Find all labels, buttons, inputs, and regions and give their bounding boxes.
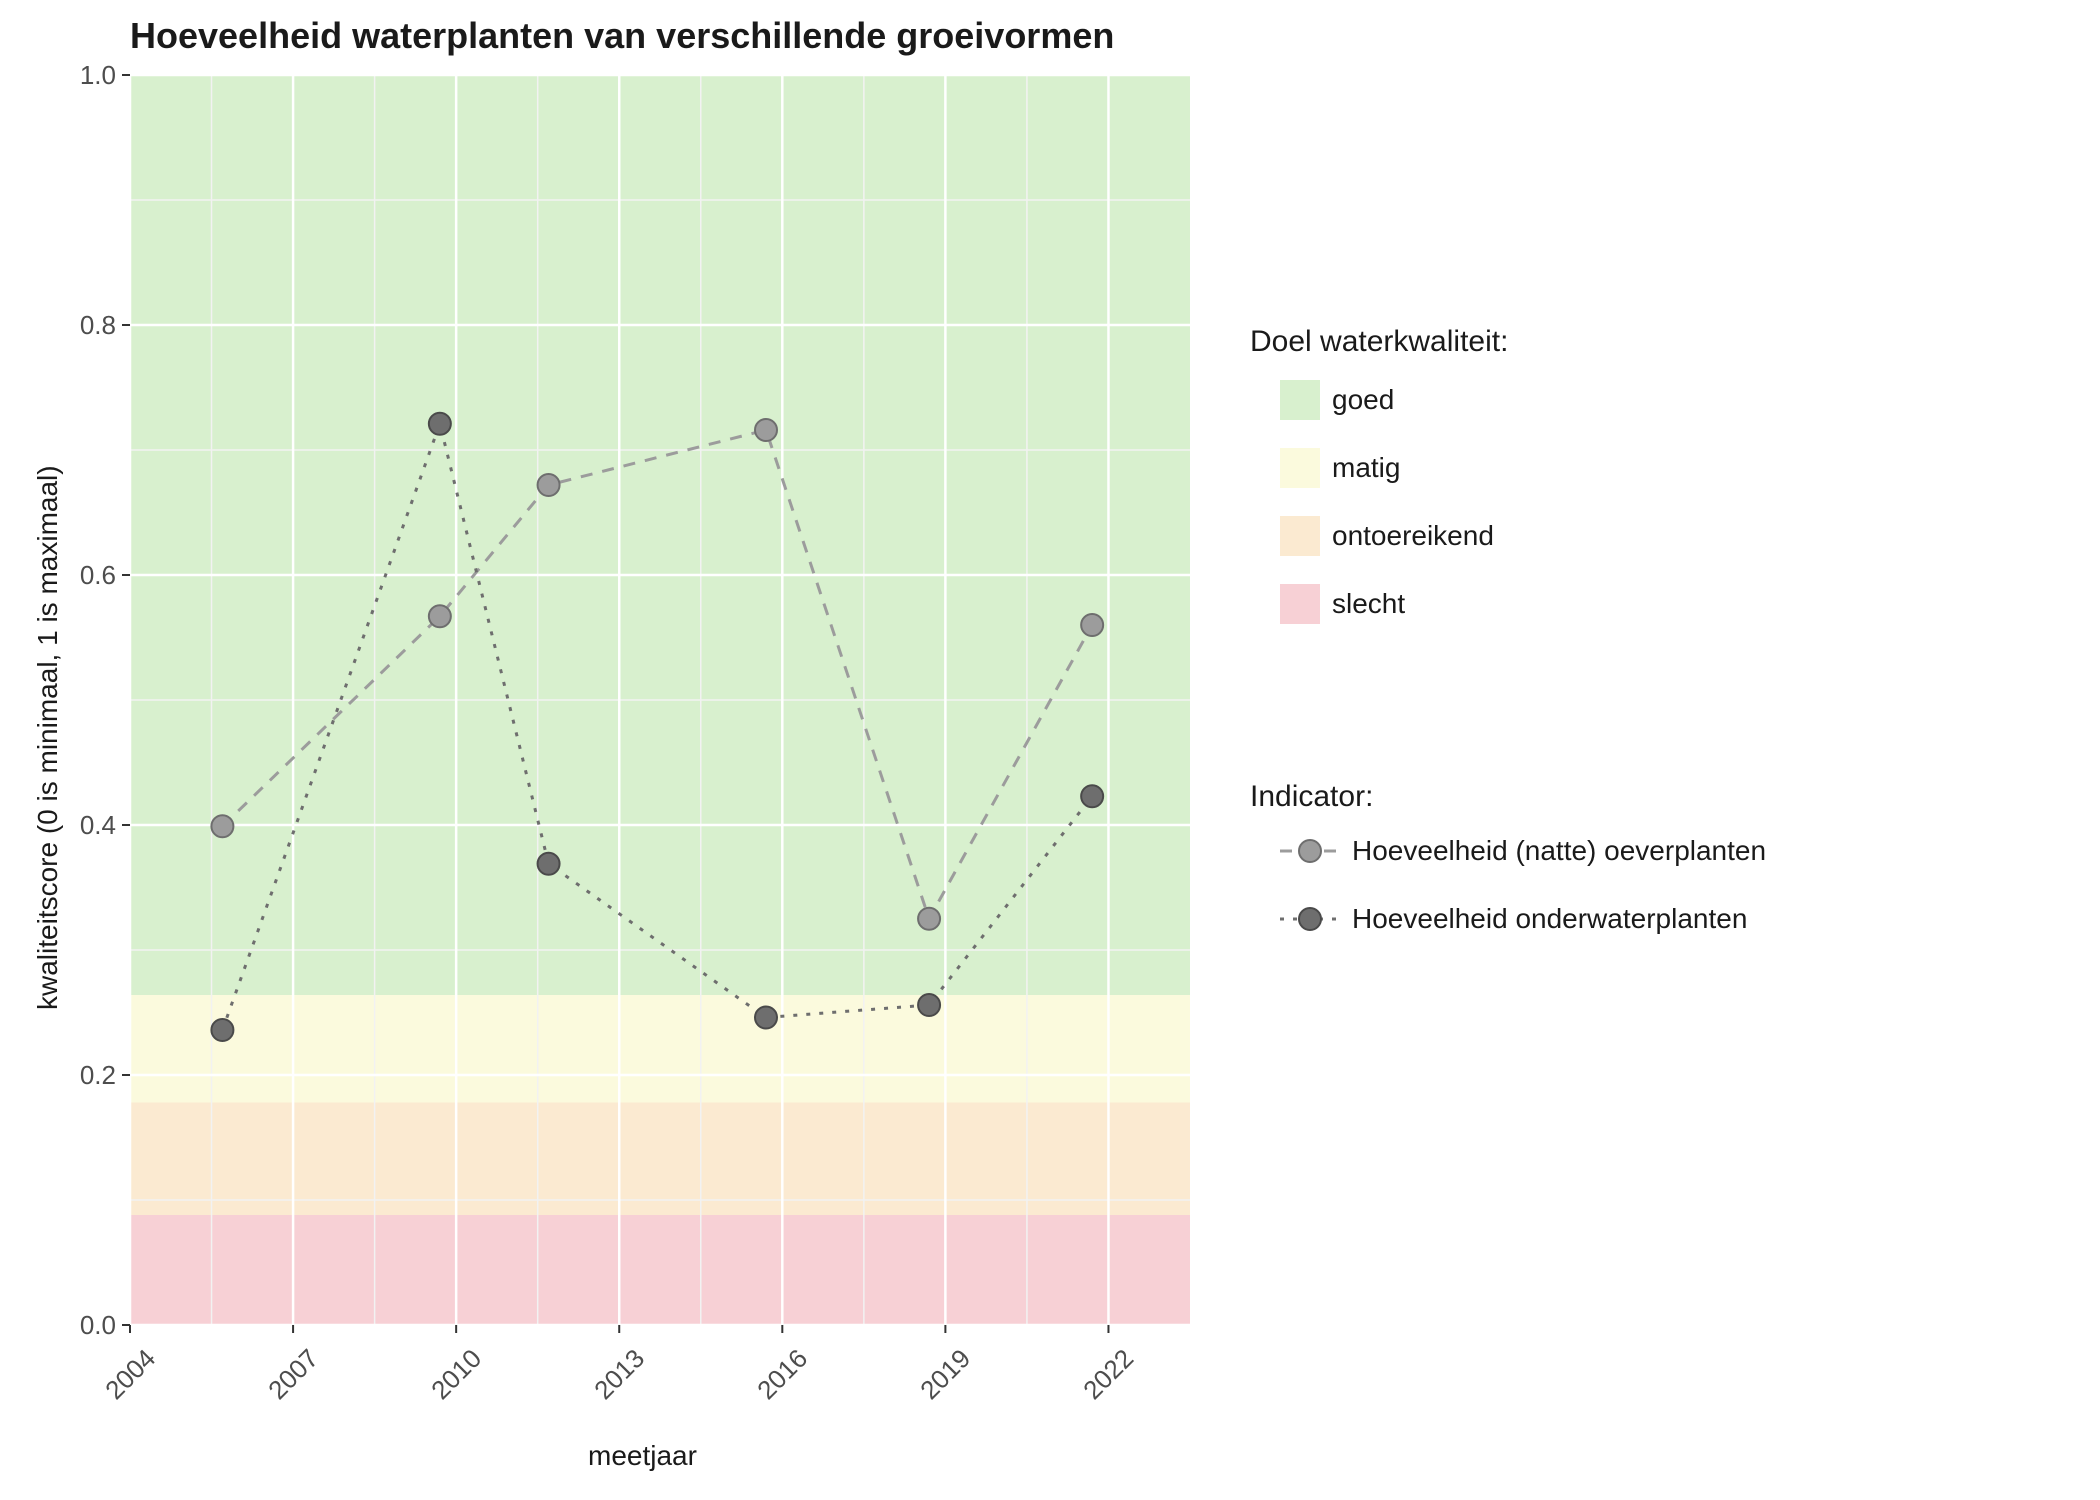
legend-item-indicator: Hoeveelheid (natte) oeverplanten [1280,835,1766,867]
legend-item-quality: ontoereikend [1280,516,1494,556]
legend-swatch [1280,516,1320,556]
y-tick-label: 0.6 [80,560,116,591]
series-point-0-5 [1081,614,1103,636]
legend-item-quality: slecht [1280,584,1405,624]
legend-item-quality: matig [1280,448,1400,488]
legend-label: Hoeveelheid (natte) oeverplanten [1352,835,1766,867]
series-point-0-1 [429,605,451,627]
legend-title-indicator: Indicator: [1250,780,1373,814]
chart-svg [0,0,2100,1500]
y-tick-label: 0.4 [80,810,116,841]
legend-item-indicator: Hoeveelheid onderwaterplanten [1280,903,1747,935]
series-point-1-3 [755,1007,777,1029]
series-point-0-3 [755,419,777,441]
series-point-0-4 [918,908,940,930]
y-axis-label: kwaliteitscore (0 is minimaal, 1 is maxi… [32,465,64,1010]
quality-band-goed [130,75,1190,995]
y-tick-label: 0.0 [80,1310,116,1341]
legend-swatch [1280,448,1320,488]
legend-line-sample [1280,836,1340,866]
quality-band-slecht [130,1215,1190,1325]
legend-title-quality: Doel waterkwaliteit: [1250,325,1508,359]
series-point-1-4 [918,994,940,1016]
y-tick-label: 0.2 [80,1060,116,1091]
series-point-1-2 [538,853,560,875]
series-point-0-2 [538,474,560,496]
legend-label: slecht [1332,588,1405,620]
legend-swatch [1280,380,1320,420]
y-tick-label: 1.0 [80,60,116,91]
legend-label: goed [1332,384,1394,416]
quality-band-matig [130,995,1190,1103]
legend-line-sample [1280,904,1340,934]
quality-band-ontoereikend [130,1103,1190,1216]
series-point-0-0 [211,815,233,837]
y-tick-label: 0.8 [80,310,116,341]
legend-item-quality: goed [1280,380,1394,420]
series-point-1-1 [429,413,451,435]
series-point-1-0 [211,1019,233,1041]
x-axis-label: meetjaar [588,1440,697,1472]
legend-label: matig [1332,452,1400,484]
legend-label: Hoeveelheid onderwaterplanten [1352,903,1747,935]
legend-swatch [1280,584,1320,624]
chart-container: Hoeveelheid waterplanten van verschillen… [0,0,2100,1500]
legend-label: ontoereikend [1332,520,1494,552]
series-point-1-5 [1081,785,1103,807]
